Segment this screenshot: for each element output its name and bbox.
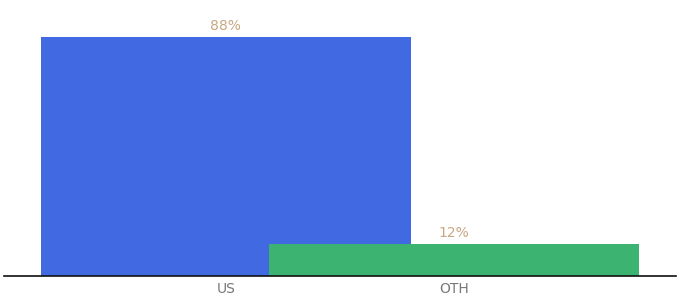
Text: 12%: 12% — [439, 226, 470, 239]
Bar — [41, 37, 411, 276]
Bar — [269, 244, 639, 276]
Text: 88%: 88% — [210, 19, 241, 33]
